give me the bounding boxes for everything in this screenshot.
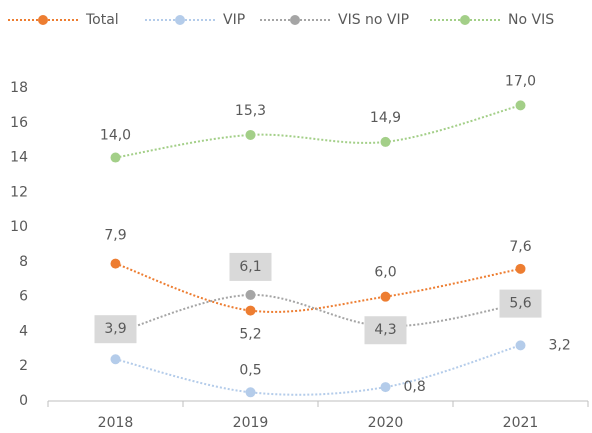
x-tick-label: 2019: [233, 415, 269, 431]
legend-marker: [38, 15, 48, 25]
data-label: 7,9: [104, 228, 126, 244]
data-label: 5,6: [509, 296, 531, 312]
data-label: 17,0: [505, 73, 536, 89]
y-tick-label: 0: [19, 393, 28, 409]
data-label: 0,8: [404, 379, 426, 395]
label-box: [94, 315, 137, 344]
label-box: [229, 252, 272, 281]
data-label: 14,0: [100, 128, 131, 144]
legend-label: VIS no VIP: [338, 12, 409, 28]
data-point: [110, 354, 121, 365]
legend-marker: [175, 15, 185, 25]
data-label: 3,9: [104, 321, 126, 337]
y-tick-label: 16: [10, 115, 28, 131]
data-point: [245, 305, 256, 316]
y-tick-label: 8: [19, 254, 28, 270]
data-point: [110, 152, 121, 163]
y-tick-label: 6: [19, 289, 28, 305]
data-point: [245, 129, 256, 140]
legend-label: No VIS: [508, 12, 554, 28]
data-point: [245, 387, 256, 398]
y-tick-label: 18: [10, 80, 28, 96]
series-line: [115, 104, 521, 159]
series-line: [115, 344, 521, 396]
data-label: 6,0: [374, 265, 396, 281]
series-line: [115, 262, 521, 313]
x-tick-label: 2018: [98, 415, 134, 431]
y-tick-label: 14: [10, 150, 28, 166]
series-line: [115, 293, 521, 335]
legend-label: Total: [85, 12, 119, 28]
x-tick-label: 2020: [368, 415, 404, 431]
data-point: [515, 340, 526, 351]
label-box: [364, 316, 407, 345]
legend-marker: [460, 15, 470, 25]
data-label: 6,1: [239, 259, 261, 275]
y-tick-label: 2: [19, 358, 28, 374]
data-label: 0,5: [239, 362, 261, 378]
data-label: 15,3: [235, 103, 266, 119]
y-tick-label: 10: [10, 219, 28, 235]
data-label: 3,2: [549, 337, 571, 353]
data-point: [110, 258, 121, 269]
y-tick-label: 12: [10, 184, 28, 200]
x-tick-label: 2021: [503, 415, 539, 431]
data-point: [380, 291, 391, 302]
data-label: 4,3: [374, 322, 396, 338]
data-point: [380, 382, 391, 393]
data-point: [245, 289, 256, 300]
data-point: [380, 136, 391, 147]
data-point: [515, 263, 526, 274]
data-label: 7,6: [509, 239, 531, 255]
label-box: [499, 289, 542, 318]
data-point: [515, 100, 526, 111]
data-label: 5,2: [239, 327, 261, 343]
legend-marker: [290, 15, 300, 25]
data-label: 14,9: [370, 110, 401, 126]
y-tick-label: 4: [19, 323, 28, 339]
legend-label: VIP: [223, 12, 245, 28]
